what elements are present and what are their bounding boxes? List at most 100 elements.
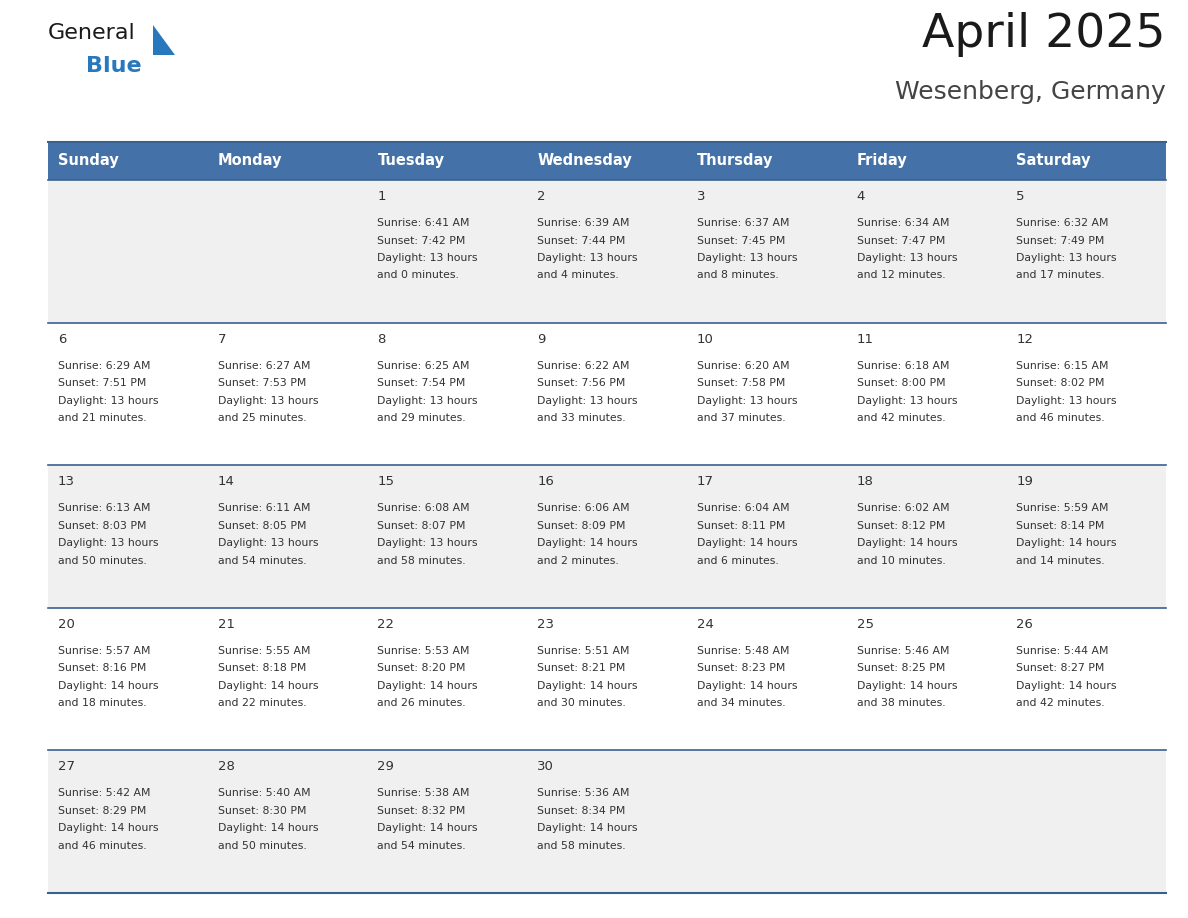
- Text: and 38 minutes.: and 38 minutes.: [857, 699, 946, 709]
- Text: Daylight: 14 hours: Daylight: 14 hours: [857, 681, 958, 691]
- Text: Daylight: 13 hours: Daylight: 13 hours: [58, 538, 158, 548]
- Text: Sunset: 8:30 PM: Sunset: 8:30 PM: [217, 806, 307, 816]
- Text: Daylight: 14 hours: Daylight: 14 hours: [537, 823, 638, 834]
- Text: Thursday: Thursday: [697, 153, 773, 169]
- Text: Sunrise: 5:53 AM: Sunrise: 5:53 AM: [378, 645, 470, 655]
- Text: Sunrise: 6:06 AM: Sunrise: 6:06 AM: [537, 503, 630, 513]
- Text: and 12 minutes.: and 12 minutes.: [857, 271, 946, 281]
- Text: Sunset: 8:09 PM: Sunset: 8:09 PM: [537, 521, 626, 531]
- Text: 5: 5: [1016, 190, 1025, 203]
- Text: Sunset: 8:11 PM: Sunset: 8:11 PM: [697, 521, 785, 531]
- Text: Daylight: 14 hours: Daylight: 14 hours: [537, 681, 638, 691]
- Text: Sunrise: 6:04 AM: Sunrise: 6:04 AM: [697, 503, 790, 513]
- Text: Daylight: 13 hours: Daylight: 13 hours: [378, 538, 478, 548]
- Text: 19: 19: [1016, 476, 1034, 488]
- Text: 23: 23: [537, 618, 554, 631]
- Text: 17: 17: [697, 476, 714, 488]
- Text: Sunset: 8:12 PM: Sunset: 8:12 PM: [857, 521, 944, 531]
- Text: and 0 minutes.: and 0 minutes.: [378, 271, 460, 281]
- Text: Sunset: 7:47 PM: Sunset: 7:47 PM: [857, 236, 944, 245]
- Text: and 50 minutes.: and 50 minutes.: [58, 555, 147, 565]
- Bar: [48, 465, 1165, 608]
- Text: and 46 minutes.: and 46 minutes.: [1016, 413, 1105, 423]
- Text: Sunset: 8:29 PM: Sunset: 8:29 PM: [58, 806, 146, 816]
- Text: Sunset: 8:27 PM: Sunset: 8:27 PM: [1016, 664, 1105, 673]
- Text: 24: 24: [697, 618, 714, 631]
- Text: Sunrise: 6:29 AM: Sunrise: 6:29 AM: [58, 361, 151, 371]
- Text: Wesenberg, Germany: Wesenberg, Germany: [896, 80, 1165, 104]
- Text: Sunrise: 5:42 AM: Sunrise: 5:42 AM: [58, 789, 151, 799]
- Text: Sunrise: 6:39 AM: Sunrise: 6:39 AM: [537, 218, 630, 228]
- Text: Daylight: 14 hours: Daylight: 14 hours: [217, 823, 318, 834]
- Text: Friday: Friday: [857, 153, 908, 169]
- Text: and 46 minutes.: and 46 minutes.: [58, 841, 146, 851]
- Text: Daylight: 13 hours: Daylight: 13 hours: [857, 396, 958, 406]
- Text: and 30 minutes.: and 30 minutes.: [537, 699, 626, 709]
- Text: 30: 30: [537, 760, 554, 773]
- Text: Daylight: 13 hours: Daylight: 13 hours: [217, 396, 318, 406]
- Text: and 10 minutes.: and 10 minutes.: [857, 555, 946, 565]
- Text: and 18 minutes.: and 18 minutes.: [58, 699, 146, 709]
- Text: Sunrise: 5:44 AM: Sunrise: 5:44 AM: [1016, 645, 1108, 655]
- Text: and 4 minutes.: and 4 minutes.: [537, 271, 619, 281]
- Text: Sunset: 8:18 PM: Sunset: 8:18 PM: [217, 664, 307, 673]
- Text: Daylight: 14 hours: Daylight: 14 hours: [1016, 538, 1117, 548]
- Text: 12: 12: [1016, 332, 1034, 345]
- Text: Daylight: 13 hours: Daylight: 13 hours: [537, 396, 638, 406]
- Text: and 22 minutes.: and 22 minutes.: [217, 699, 307, 709]
- Text: 4: 4: [857, 190, 865, 203]
- Text: Sunrise: 5:55 AM: Sunrise: 5:55 AM: [217, 645, 310, 655]
- Text: Sunrise: 6:08 AM: Sunrise: 6:08 AM: [378, 503, 470, 513]
- Text: 9: 9: [537, 332, 545, 345]
- Text: Sunrise: 6:11 AM: Sunrise: 6:11 AM: [217, 503, 310, 513]
- Text: Sunrise: 6:02 AM: Sunrise: 6:02 AM: [857, 503, 949, 513]
- Text: Sunset: 8:02 PM: Sunset: 8:02 PM: [1016, 378, 1105, 388]
- Text: Sunset: 8:25 PM: Sunset: 8:25 PM: [857, 664, 944, 673]
- Text: Daylight: 14 hours: Daylight: 14 hours: [857, 538, 958, 548]
- Text: Sunrise: 6:32 AM: Sunrise: 6:32 AM: [1016, 218, 1108, 228]
- Text: Sunday: Sunday: [58, 153, 119, 169]
- Text: Sunset: 7:56 PM: Sunset: 7:56 PM: [537, 378, 626, 388]
- Text: 14: 14: [217, 476, 234, 488]
- Bar: [48, 142, 1165, 180]
- Text: 8: 8: [378, 332, 386, 345]
- Text: and 6 minutes.: and 6 minutes.: [697, 555, 778, 565]
- Text: Daylight: 13 hours: Daylight: 13 hours: [697, 253, 797, 263]
- Text: and 34 minutes.: and 34 minutes.: [697, 699, 785, 709]
- Text: Daylight: 14 hours: Daylight: 14 hours: [697, 538, 797, 548]
- Text: Daylight: 13 hours: Daylight: 13 hours: [1016, 396, 1117, 406]
- Text: 22: 22: [378, 618, 394, 631]
- Text: and 14 minutes.: and 14 minutes.: [1016, 555, 1105, 565]
- Text: Sunset: 8:21 PM: Sunset: 8:21 PM: [537, 664, 626, 673]
- Bar: [48, 322, 1165, 465]
- Text: Daylight: 14 hours: Daylight: 14 hours: [378, 681, 478, 691]
- Text: and 26 minutes.: and 26 minutes.: [378, 699, 466, 709]
- Text: and 8 minutes.: and 8 minutes.: [697, 271, 778, 281]
- Text: 25: 25: [857, 618, 873, 631]
- Text: Sunrise: 6:18 AM: Sunrise: 6:18 AM: [857, 361, 949, 371]
- Text: 6: 6: [58, 332, 67, 345]
- Text: 2: 2: [537, 190, 545, 203]
- Text: General: General: [48, 23, 135, 43]
- Text: Sunset: 7:44 PM: Sunset: 7:44 PM: [537, 236, 626, 245]
- Text: Sunrise: 6:34 AM: Sunrise: 6:34 AM: [857, 218, 949, 228]
- Text: Daylight: 14 hours: Daylight: 14 hours: [697, 681, 797, 691]
- Text: Sunrise: 6:15 AM: Sunrise: 6:15 AM: [1016, 361, 1108, 371]
- Text: Daylight: 14 hours: Daylight: 14 hours: [378, 823, 478, 834]
- Text: Sunrise: 6:13 AM: Sunrise: 6:13 AM: [58, 503, 151, 513]
- Text: 15: 15: [378, 476, 394, 488]
- Text: and 25 minutes.: and 25 minutes.: [217, 413, 307, 423]
- Text: Sunrise: 5:59 AM: Sunrise: 5:59 AM: [1016, 503, 1108, 513]
- Text: and 2 minutes.: and 2 minutes.: [537, 555, 619, 565]
- Text: and 42 minutes.: and 42 minutes.: [1016, 699, 1105, 709]
- Text: Daylight: 14 hours: Daylight: 14 hours: [217, 681, 318, 691]
- Bar: [48, 750, 1165, 893]
- Text: Daylight: 13 hours: Daylight: 13 hours: [58, 396, 158, 406]
- Text: and 33 minutes.: and 33 minutes.: [537, 413, 626, 423]
- Text: 29: 29: [378, 760, 394, 773]
- Text: Daylight: 13 hours: Daylight: 13 hours: [1016, 253, 1117, 263]
- Text: 10: 10: [697, 332, 714, 345]
- Text: and 29 minutes.: and 29 minutes.: [378, 413, 466, 423]
- Text: Sunset: 8:14 PM: Sunset: 8:14 PM: [1016, 521, 1105, 531]
- Text: Sunrise: 6:27 AM: Sunrise: 6:27 AM: [217, 361, 310, 371]
